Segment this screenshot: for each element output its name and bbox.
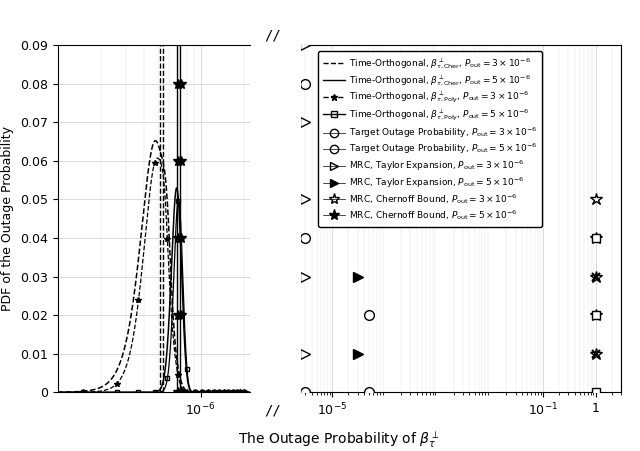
Text: The Outage Probability of $\beta_\tau^\perp$: The Outage Probability of $\beta_\tau^\p…: [238, 430, 440, 450]
Text: //: //: [264, 403, 281, 417]
Y-axis label: PDF of the Outage Probability: PDF of the Outage Probability: [1, 126, 14, 311]
Legend: Time-Orthogonal, $\beta_{\tau,\mathrm{Cher}}^\perp$, $P_{\mathrm{out}} = 3 \time: Time-Orthogonal, $\beta_{\tau,\mathrm{Ch…: [318, 51, 541, 226]
Text: //: //: [264, 29, 281, 43]
